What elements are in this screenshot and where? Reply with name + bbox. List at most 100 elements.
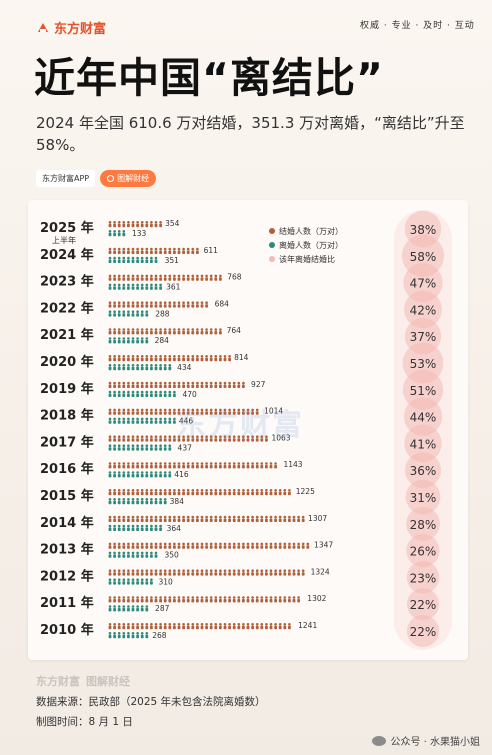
divorce-value: 470 xyxy=(183,390,198,399)
ratio-value: 23% xyxy=(410,571,437,585)
footer-brand: 东方财富 xyxy=(36,675,80,688)
marriage-bar xyxy=(108,301,208,308)
year-label: 2023 年 xyxy=(40,274,94,290)
year-label: 2010 年 xyxy=(40,622,94,638)
marriage-value: 1347 xyxy=(314,541,333,550)
brand-name: 东方财富 xyxy=(54,22,107,37)
year-label: 2013 年 xyxy=(40,542,94,558)
divorce-value: 384 xyxy=(170,497,185,506)
year-label: 2019 年 xyxy=(40,381,94,397)
marriage-value: 1014 xyxy=(264,407,283,416)
ratio-value: 36% xyxy=(410,464,437,478)
legend-swatch xyxy=(269,228,275,234)
divorce-bar xyxy=(108,256,158,263)
ratio-bubble xyxy=(402,369,444,410)
tag-row: 东方财富APP 图解财经 xyxy=(36,170,157,187)
divorce-value: 350 xyxy=(165,551,180,560)
marriage-bar xyxy=(108,381,245,388)
footer-logo: 东方财富 图解财经 xyxy=(36,673,130,689)
page-title: 近年中国“离结比” xyxy=(34,54,384,102)
divorce-value: 287 xyxy=(155,604,170,613)
year-label: 2024 年 xyxy=(40,247,94,263)
marriage-bar xyxy=(108,515,305,522)
brand-logo: 东方财富 xyxy=(36,18,106,37)
marriage-value: 1302 xyxy=(307,594,326,603)
divorce-value: 437 xyxy=(178,443,193,452)
year-label: 2018 年 xyxy=(40,408,94,424)
year-label: 2025 年 xyxy=(40,220,94,236)
ratio-bubble xyxy=(406,588,440,621)
ratio-bubble xyxy=(404,424,442,463)
legend-swatch xyxy=(269,256,275,262)
marriage-value: 611 xyxy=(204,246,219,255)
ratio-value: 44% xyxy=(410,411,437,425)
year-label: 2022 年 xyxy=(40,300,94,316)
divorce-value: 268 xyxy=(152,631,167,640)
marriage-value: 768 xyxy=(227,273,242,282)
legend-label: 结婚人数（万对） xyxy=(279,226,343,236)
ratio-value: 41% xyxy=(410,437,437,451)
marriage-bar xyxy=(108,569,305,576)
divorce-value: 284 xyxy=(155,336,170,345)
legend-swatch xyxy=(269,242,275,248)
ratio-bubble xyxy=(403,263,443,303)
marriage-value: 1307 xyxy=(308,514,327,523)
divorce-bar xyxy=(108,551,158,558)
slogan: 权威 · 专业 · 及时 · 互动 xyxy=(360,21,475,31)
divorce-value: 288 xyxy=(155,309,170,318)
infographic-button[interactable]: 图解财经 xyxy=(100,170,157,187)
divorce-bar xyxy=(108,471,172,478)
ratio-value: 28% xyxy=(410,518,437,532)
divorce-bar xyxy=(108,283,162,290)
divorce-value: 446 xyxy=(179,417,194,426)
ratio-bubble xyxy=(404,452,442,489)
marriage-bar xyxy=(108,489,291,496)
chart-card: 2025 年上半年 354 133 38% 2024 年 611 351 58% 2023 年 7… xyxy=(28,200,468,660)
divorce-bar xyxy=(108,605,149,612)
marriage-value: 1063 xyxy=(271,433,290,442)
marriage-bar xyxy=(108,328,222,335)
marriage-value: 764 xyxy=(227,326,242,335)
ratio-bubble xyxy=(406,506,440,541)
marriage-bar xyxy=(108,247,199,254)
ratio-bubble xyxy=(405,479,441,515)
marriage-bar xyxy=(108,274,222,281)
divorce-value: 351 xyxy=(165,256,180,265)
legend-label: 该年离婚结婚比 xyxy=(279,254,335,264)
divorce-bar xyxy=(108,498,167,505)
divorce-bar xyxy=(108,337,149,344)
wechat-account: 公众号 · 水果猫小姐 xyxy=(372,733,480,748)
divorce-bar xyxy=(108,364,172,371)
marriage-bar xyxy=(108,435,268,442)
page-subtitle: 2024 年全国 610.6 万对结婚，351.3 万对离婚，“离结比”升至 5… xyxy=(36,114,465,154)
app-tag[interactable]: 东方财富APP xyxy=(36,170,96,187)
year-note: 上半年 xyxy=(52,235,76,245)
divorce-bar xyxy=(108,230,126,237)
ratio-value: 51% xyxy=(410,384,437,398)
watermark: 东方财富 xyxy=(176,408,304,443)
marriage-bar xyxy=(108,221,162,228)
year-label: 2020 年 xyxy=(40,354,94,370)
year-label: 2015 年 xyxy=(40,488,94,504)
divorce-bar xyxy=(108,310,149,317)
marriage-value: 1143 xyxy=(283,460,302,469)
ratio-value: 38% xyxy=(410,223,437,237)
divorce-value: 434 xyxy=(177,363,192,372)
ratio-value: 26% xyxy=(410,545,437,559)
divorce-value: 364 xyxy=(167,524,182,533)
marriage-bar xyxy=(108,623,291,630)
footer-brand-2: 图解财经 xyxy=(86,675,130,688)
marriage-value: 684 xyxy=(215,299,230,308)
marriage-bar xyxy=(108,542,310,549)
marriage-bar xyxy=(108,355,231,362)
marriage-bar xyxy=(108,596,300,603)
ratio-value: 47% xyxy=(410,277,437,291)
marriage-value: 1241 xyxy=(298,621,317,630)
ratio-value: 58% xyxy=(410,250,437,264)
divorce-value: 416 xyxy=(174,470,189,479)
legend-label: 离婚人数（万对） xyxy=(279,240,343,250)
divorce-bar xyxy=(108,578,153,585)
marriage-value: 927 xyxy=(251,380,266,389)
ratio-bubble xyxy=(406,533,440,568)
